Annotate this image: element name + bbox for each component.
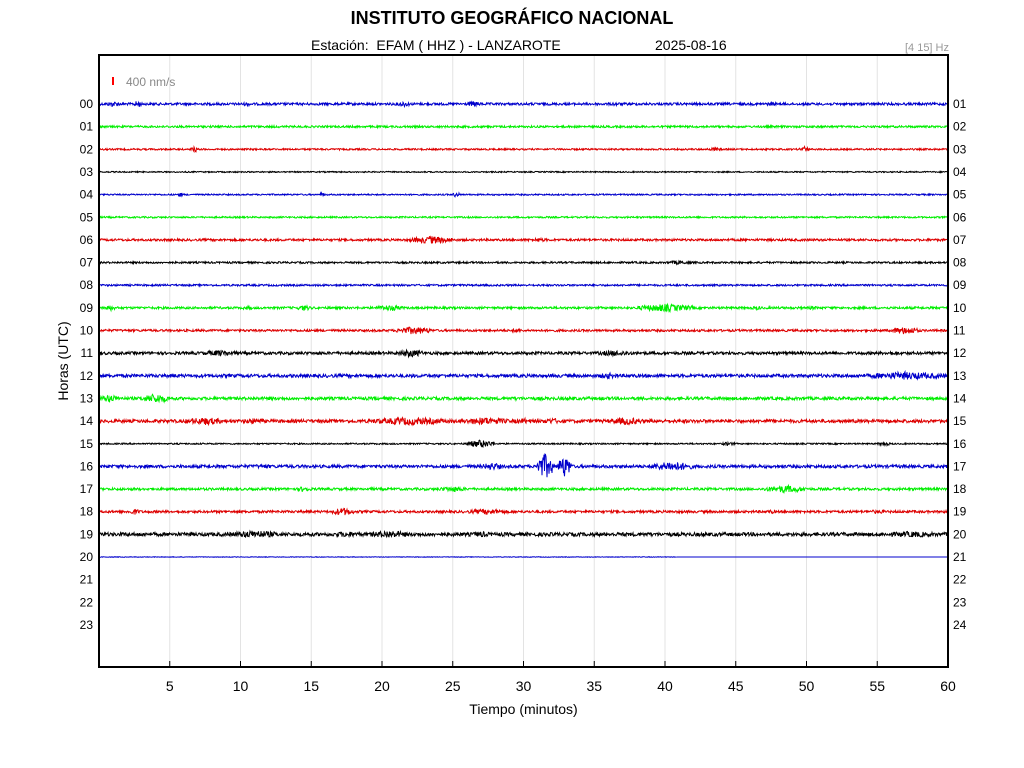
hour-label-left: 15	[80, 437, 94, 451]
hour-label-left: 23	[80, 618, 94, 632]
hour-label-left: 22	[80, 595, 94, 609]
hour-label-right: 17	[953, 459, 967, 473]
filter-label: [4 15] Hz	[904, 42, 949, 54]
hour-label-right: 14	[953, 391, 967, 405]
hour-label-left: 06	[80, 233, 94, 247]
hour-label-left: 18	[80, 505, 94, 519]
trace-hour-14	[98, 416, 949, 427]
hour-label-left: 05	[80, 210, 94, 224]
hour-label-right: 06	[953, 210, 967, 224]
trace-hour-00	[98, 100, 949, 109]
trace-hour-02	[98, 144, 949, 154]
trace-hour-13	[98, 393, 949, 404]
hour-label-right: 13	[953, 369, 967, 383]
hour-label-left: 03	[80, 165, 94, 179]
hour-label-right: 20	[953, 527, 967, 541]
scale-indicator: 400 nm/s	[112, 75, 175, 89]
trace-hour-06	[98, 235, 949, 245]
x-tick-label: 60	[940, 678, 956, 694]
traces	[98, 100, 949, 559]
hour-label-left: 09	[80, 301, 94, 315]
hour-labels: 00 01 02 03 04 05 06 07 08 09 10 11 12 13 14 15 16 17 18 19…	[80, 97, 967, 632]
hour-label-right: 02	[953, 120, 967, 134]
trace-hour-18	[98, 507, 949, 516]
x-tick-label: 35	[586, 678, 602, 694]
hour-label-left: 07	[80, 256, 94, 270]
trace-hour-12	[98, 369, 949, 381]
hour-label-left: 11	[81, 346, 94, 360]
trace-hour-15	[98, 439, 949, 449]
trace-hour-01	[98, 123, 949, 130]
station-label: Estación: EFAM ( HHZ ) - LANZAROTE	[311, 37, 561, 53]
x-tick-label: 55	[869, 678, 885, 694]
hour-label-right: 05	[953, 188, 967, 202]
hour-label-right: 10	[953, 301, 967, 315]
hour-label-right: 03	[953, 142, 967, 156]
hour-label-left: 13	[80, 391, 94, 405]
trace-hour-08	[98, 282, 949, 288]
hour-label-right: 18	[953, 482, 967, 496]
hour-label-right: 23	[953, 595, 967, 609]
hour-label-right: 09	[953, 278, 967, 292]
hour-label-left: 10	[80, 324, 94, 338]
hour-label-right: 08	[953, 256, 967, 270]
trace-hour-16	[98, 453, 949, 478]
x-tick-label: 15	[303, 678, 319, 694]
hour-label-left: 14	[80, 414, 94, 428]
chart-title: INSTITUTO GEOGRÁFICO NACIONAL	[350, 8, 674, 28]
scale-bar	[112, 77, 114, 85]
trace-hour-07	[98, 259, 949, 266]
trace-hour-20	[98, 555, 677, 559]
hour-label-right: 11	[953, 324, 966, 338]
y-axis-label: Horas (UTC)	[55, 321, 71, 400]
hour-label-right: 04	[953, 165, 967, 179]
date-label: 2025-08-16	[655, 37, 727, 53]
trace-hour-04	[98, 191, 949, 198]
x-tick-label: 20	[374, 678, 390, 694]
scale-label: 400 nm/s	[126, 75, 175, 89]
hour-label-right: 24	[953, 618, 967, 632]
hour-label-right: 21	[953, 550, 967, 564]
x-tick-label: 30	[516, 678, 532, 694]
trace-hour-05	[98, 214, 949, 220]
x-tick-label: 40	[657, 678, 673, 694]
hour-label-left: 04	[80, 188, 94, 202]
trace-hour-19	[98, 529, 949, 539]
hour-label-right: 16	[953, 437, 967, 451]
hour-label-left: 12	[80, 369, 94, 383]
trace-hour-03	[98, 170, 949, 174]
hour-label-left: 16	[80, 459, 94, 473]
hour-label-left: 19	[80, 527, 94, 541]
trace-hour-17	[98, 483, 949, 495]
x-tick-label: 10	[233, 678, 249, 694]
x-axis: 5 10 15 20 25 30 35 40 45 50 55 60	[166, 661, 956, 694]
x-tick-label: 25	[445, 678, 461, 694]
hour-label-right: 01	[953, 97, 967, 111]
hour-label-left: 17	[80, 482, 94, 496]
hour-label-left: 20	[80, 550, 94, 564]
hour-label-left: 00	[80, 97, 94, 111]
x-tick-label: 50	[799, 678, 815, 694]
grid	[169, 55, 878, 667]
x-axis-label: Tiempo (minutos)	[469, 701, 577, 717]
hour-label-left: 01	[80, 120, 94, 134]
trace-hour-09	[98, 302, 949, 314]
hour-label-right: 22	[953, 573, 967, 587]
hour-label-right: 19	[953, 505, 967, 519]
x-tick-label: 45	[728, 678, 744, 694]
hour-label-right: 12	[953, 346, 967, 360]
x-tick-label: 5	[166, 678, 174, 694]
hour-label-left: 02	[80, 142, 94, 156]
hour-label-right: 07	[953, 233, 967, 247]
hour-label-right: 15	[953, 414, 967, 428]
hour-label-left: 21	[80, 573, 94, 587]
trace-hour-11	[98, 348, 949, 359]
hour-label-left: 08	[80, 278, 94, 292]
trace-hour-10	[98, 326, 949, 335]
